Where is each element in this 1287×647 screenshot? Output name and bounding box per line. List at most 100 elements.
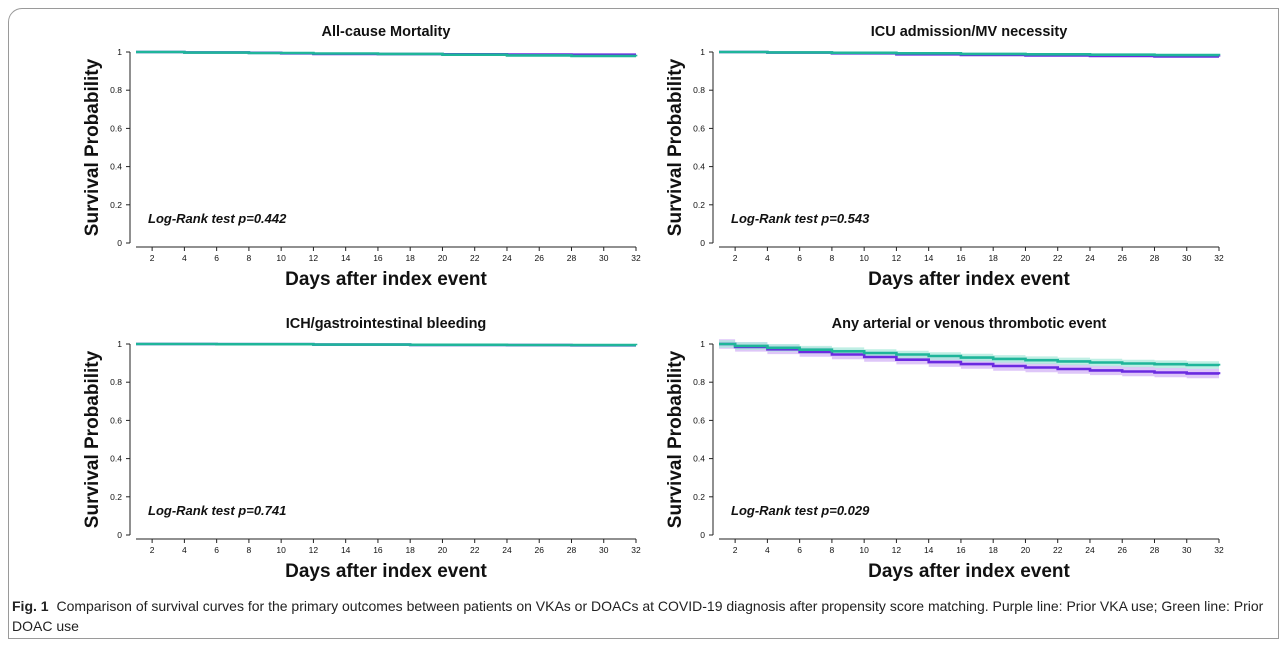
x-tick-label: 22 [470, 545, 480, 555]
chart-panel-bleeding: ICH/gastrointestinal bleeding Survival Pr… [82, 316, 641, 582]
x-tick-label: 26 [534, 545, 544, 555]
x-axis-label: Days after index event [285, 269, 487, 290]
y-tick-label: 0 [700, 530, 705, 540]
x-tick-label: 2 [733, 545, 738, 555]
x-tick-label: 32 [631, 253, 641, 263]
y-tick-label: 1 [117, 339, 122, 349]
x-tick-label: 32 [1214, 253, 1224, 263]
x-tick-label: 16 [373, 545, 383, 555]
x-tick-label: 30 [1182, 545, 1192, 555]
x-tick-label: 22 [1053, 545, 1063, 555]
x-tick-label: 12 [892, 545, 902, 555]
y-tick-label: 0.6 [110, 415, 122, 425]
x-axis-label: Days after index event [868, 561, 1070, 582]
chart-panel-all-cause-mortality: All-cause Mortality Survival Probability D… [82, 24, 641, 290]
x-axis-label: Days after index event [868, 269, 1070, 290]
x-tick-label: 14 [924, 253, 934, 263]
x-tick-label: 6 [214, 545, 219, 555]
x-tick-label: 24 [502, 253, 512, 263]
x-tick-label: 14 [341, 253, 351, 263]
chart-title: All-cause Mortality [322, 24, 451, 40]
x-tick-label: 24 [1085, 545, 1095, 555]
y-tick-label: 0.2 [693, 492, 705, 502]
series-doac-line [719, 50, 1221, 57]
x-tick-label: 4 [765, 253, 770, 263]
x-tick-label: 30 [599, 545, 609, 555]
log-rank-annotation: Log-Rank test p=0.029 [731, 503, 870, 518]
x-tick-label: 12 [892, 253, 902, 263]
x-tick-label: 28 [567, 253, 577, 263]
x-tick-label: 12 [309, 253, 319, 263]
series-vka-confidence-band [719, 339, 1219, 379]
y-axis-label: Survival Probability [665, 58, 686, 236]
x-tick-label: 10 [276, 253, 286, 263]
y-tick-label: 0.2 [110, 492, 122, 502]
y-tick-label: 0.4 [693, 162, 705, 172]
x-tick-label: 8 [247, 253, 252, 263]
x-tick-label: 30 [599, 253, 609, 263]
series-doac-line [136, 50, 638, 58]
x-tick-label: 28 [567, 545, 577, 555]
y-tick-label: 0.8 [693, 377, 705, 387]
y-tick-label: 0.8 [110, 85, 122, 95]
figure-caption-text: Comparison of survival curves for the pr… [12, 598, 1264, 634]
series-doac-line [136, 342, 638, 347]
x-tick-label: 28 [1150, 253, 1160, 263]
y-tick-label: 0 [117, 238, 122, 248]
figure-caption: Fig. 1 Comparison of survival curves for… [12, 596, 1274, 636]
y-tick-label: 0.8 [693, 85, 705, 95]
x-tick-label: 26 [1117, 253, 1127, 263]
x-tick-label: 14 [341, 545, 351, 555]
x-tick-label: 18 [405, 545, 415, 555]
x-tick-label: 32 [1214, 545, 1224, 555]
y-tick-label: 0.2 [693, 200, 705, 210]
y-axis-label: Survival Probability [82, 58, 103, 236]
x-tick-label: 32 [631, 545, 641, 555]
x-tick-label: 10 [859, 545, 869, 555]
x-tick-label: 16 [373, 253, 383, 263]
x-tick-label: 2 [733, 253, 738, 263]
y-tick-label: 0.6 [693, 415, 705, 425]
x-tick-label: 30 [1182, 253, 1192, 263]
y-tick-label: 0.6 [110, 123, 122, 133]
x-tick-label: 6 [797, 545, 802, 555]
series-doac-line [719, 342, 1221, 367]
x-tick-label: 20 [438, 253, 448, 263]
y-tick-label: 0.6 [693, 123, 705, 133]
x-tick-label: 12 [309, 545, 319, 555]
x-tick-label: 8 [247, 545, 252, 555]
x-tick-label: 18 [405, 253, 415, 263]
x-tick-label: 6 [797, 253, 802, 263]
y-tick-label: 0 [700, 238, 705, 248]
x-tick-label: 4 [182, 545, 187, 555]
x-tick-label: 24 [1085, 253, 1095, 263]
y-axis-label: Survival Probability [665, 350, 686, 528]
x-tick-label: 18 [988, 545, 998, 555]
log-rank-annotation: Log-Rank test p=0.442 [148, 211, 287, 226]
x-tick-label: 16 [956, 545, 966, 555]
x-tick-label: 18 [988, 253, 998, 263]
x-tick-label: 22 [470, 253, 480, 263]
y-tick-label: 0.4 [110, 454, 122, 464]
log-rank-annotation: Log-Rank test p=0.741 [148, 503, 286, 518]
x-tick-label: 26 [534, 253, 544, 263]
y-tick-label: 0.8 [110, 377, 122, 387]
chart-panel-icu-admission: ICU admission/MV necessity Survival Proba… [665, 24, 1224, 290]
x-tick-label: 20 [1021, 545, 1031, 555]
x-tick-label: 2 [150, 253, 155, 263]
x-tick-label: 8 [830, 253, 835, 263]
x-tick-label: 26 [1117, 545, 1127, 555]
log-rank-annotation: Log-Rank test p=0.543 [731, 211, 870, 226]
y-tick-label: 0.4 [693, 454, 705, 464]
y-tick-label: 0.4 [110, 162, 122, 172]
x-tick-label: 8 [830, 545, 835, 555]
x-axis-label: Days after index event [285, 561, 487, 582]
y-tick-label: 1 [700, 339, 705, 349]
chart-panel-thrombotic-event: Any arterial or venous thrombotic event S… [665, 316, 1224, 582]
x-tick-label: 6 [214, 253, 219, 263]
y-tick-label: 0 [117, 530, 122, 540]
x-tick-label: 28 [1150, 545, 1160, 555]
x-tick-label: 20 [1021, 253, 1031, 263]
y-tick-label: 1 [700, 47, 705, 57]
chart-title: Any arterial or venous thrombotic event [832, 316, 1107, 332]
